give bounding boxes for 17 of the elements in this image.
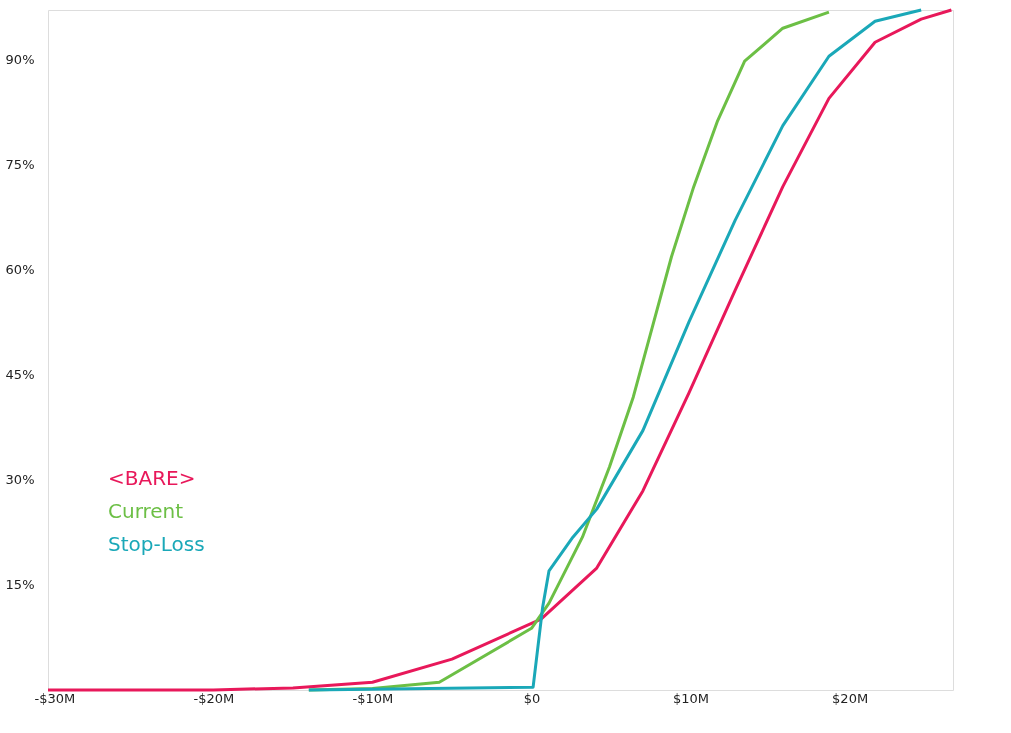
x-tick-label: -$20M bbox=[193, 690, 235, 706]
text: Current bbox=[108, 499, 184, 524]
x-tick-label: $20M bbox=[832, 690, 869, 706]
x-tick-label: -$30M bbox=[34, 690, 76, 706]
y-tick-label: 45% bbox=[5, 367, 35, 383]
line-series bbox=[46, 8, 953, 692]
y-tick-label: 75% bbox=[5, 156, 35, 172]
text: <BARE> bbox=[108, 466, 196, 491]
x-tick-label: -$10M bbox=[352, 690, 394, 706]
x-tick-label: $0 bbox=[523, 690, 541, 706]
y-tick-label: 30% bbox=[5, 472, 35, 488]
y-tick-label: 15% bbox=[5, 577, 35, 593]
y-tick-label: 60% bbox=[5, 261, 35, 277]
x-tick-label: $10M bbox=[673, 690, 710, 706]
y-tick-label: 90% bbox=[5, 51, 35, 67]
text: Stop-Loss bbox=[108, 532, 205, 557]
line-series bbox=[307, 8, 923, 692]
